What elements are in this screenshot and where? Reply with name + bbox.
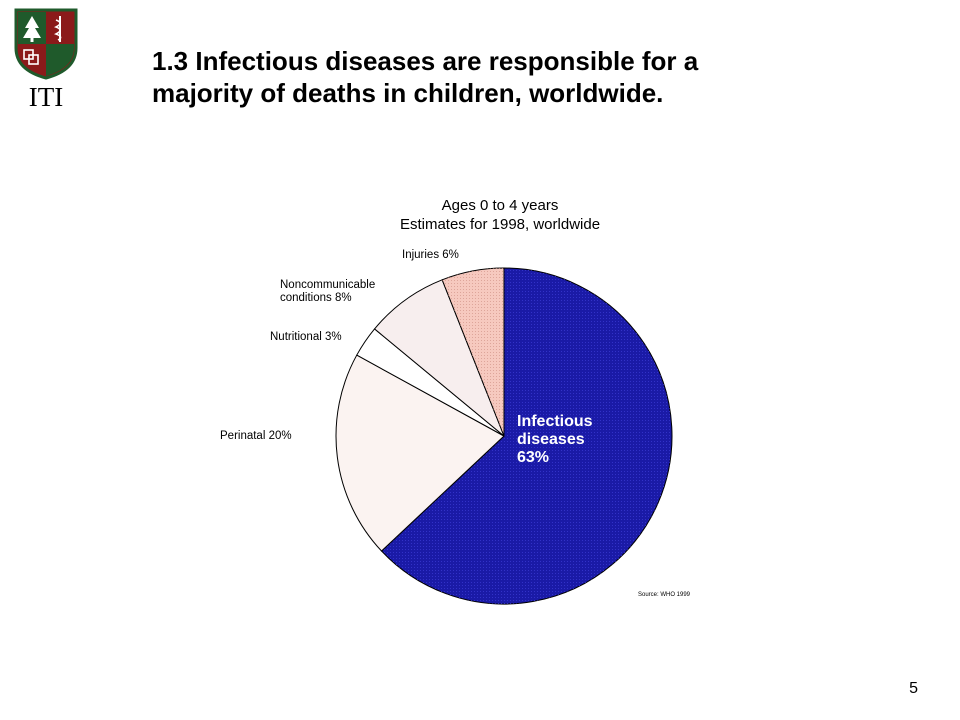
pie-label-noncommunicable: conditions 8% [280, 292, 352, 304]
institution-logo [14, 8, 78, 80]
pie-label-infectious: 63% [517, 449, 549, 466]
shield-emblem-icon [14, 8, 78, 80]
tree-icon [23, 16, 41, 42]
pie-label-nutritional: Nutritional 3% [270, 331, 342, 343]
pie-label-infectious: diseases [517, 431, 585, 448]
pie-label-infectious: Infectious [517, 413, 593, 430]
page-number: 5 [909, 680, 918, 697]
chart-source: Source: WHO 1999 [638, 592, 691, 598]
pie-slice-texture-injuries [442, 268, 504, 436]
pie-slice-texture-infectious [381, 268, 673, 604]
pie-label-noncommunicable: Noncommunicable [280, 279, 375, 291]
pie-label-perinatal: Perinatal 20% [220, 430, 292, 442]
pie-label-injuries: Injuries 6% [402, 249, 459, 261]
caduceus-icon [54, 16, 62, 42]
cross-blocks-icon [23, 49, 39, 65]
slide-title-line: majority of deaths in children, worldwid… [152, 77, 664, 108]
logo-text: ITI [28, 82, 64, 112]
slide-title: 1.3 Infectious diseases are responsible … [152, 46, 912, 110]
chart-title-line: Estimates for 1998, worldwide [400, 216, 600, 233]
chart-title-line: Ages 0 to 4 years [442, 197, 559, 214]
pie-slice-perinatal [335, 354, 505, 552]
pie-chart-svg: Ages 0 to 4 years Estimates for 1998, wo… [220, 197, 691, 605]
pie-chart: Ages 0 to 4 years Estimates for 1998, wo… [210, 180, 740, 625]
slide-title-line: 1.3 Infectious diseases are responsible … [152, 46, 699, 76]
